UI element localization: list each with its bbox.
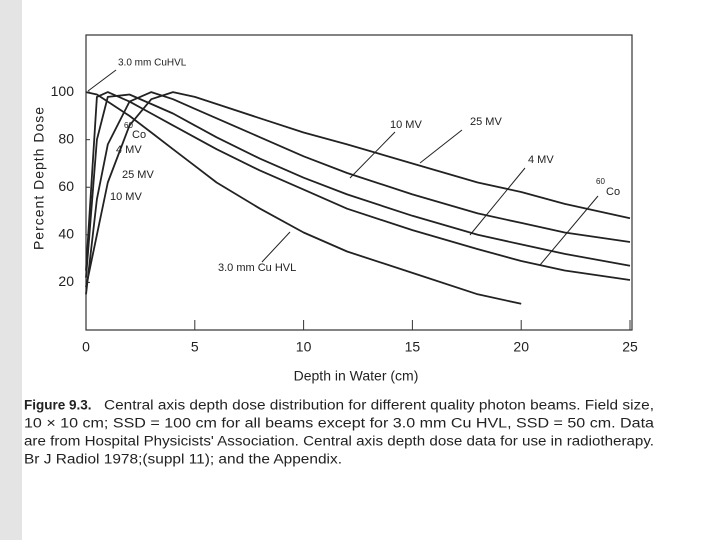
x-tick-label: 20	[513, 339, 529, 355]
y-axis-label: Percent Depth Dose	[31, 106, 47, 250]
series-label: 10 MV	[390, 119, 422, 131]
y-tick-label: 40	[58, 226, 74, 242]
caption-line: Br J Radiol 1978;(suppl 11); and the App…	[24, 452, 342, 467]
x-tick-label: 10	[296, 339, 312, 355]
label-arrow	[261, 231, 291, 263]
y-tick-label: 100	[51, 83, 75, 99]
label-arrow	[419, 129, 463, 164]
caption-line: are from Hospital Physicists' Associatio…	[24, 434, 654, 449]
series-line	[85, 91, 631, 295]
label-arrow	[469, 167, 526, 236]
annotation: 10 MV	[110, 191, 142, 203]
x-tick-label: 0	[82, 339, 90, 355]
y-tick-label: 60	[58, 178, 74, 194]
caption-label: Figure 9.3.	[24, 398, 92, 413]
annotation: 4 MV	[116, 144, 142, 156]
x-tick-label: 15	[405, 339, 421, 355]
x-tick-label: 25	[622, 339, 638, 355]
annotation: 3.0 mm CuHVL	[118, 58, 187, 69]
y-tick-label: 80	[58, 130, 74, 146]
series-line	[85, 91, 522, 305]
x-tick-label: 5	[191, 339, 199, 355]
label-arrow	[349, 131, 396, 179]
annotation: Co	[132, 129, 146, 141]
series-line	[85, 91, 631, 281]
series-label: 3.0 mm Cu HVL	[218, 262, 296, 274]
x-axis-label: Depth in Water (cm)	[294, 368, 419, 384]
series-line	[85, 91, 631, 288]
annotation: 60	[596, 177, 605, 186]
caption-line: 10 × 10 cm; SSD = 100 cm for all beams e…	[24, 416, 655, 431]
series-label: Co	[606, 186, 620, 198]
label-arrow	[539, 195, 599, 266]
plot-frame	[85, 34, 633, 331]
annotation: 60	[124, 121, 133, 130]
label-arrow	[87, 69, 117, 92]
series-label: 25 MV	[470, 116, 502, 128]
series-line	[85, 93, 631, 278]
annotation: 25 MV	[122, 169, 154, 181]
y-tick-label: 20	[58, 273, 74, 289]
scan-edge	[0, 0, 22, 540]
caption-line: Central axis depth dose distribution for…	[104, 398, 654, 413]
series-label: 4 MV	[528, 154, 554, 166]
